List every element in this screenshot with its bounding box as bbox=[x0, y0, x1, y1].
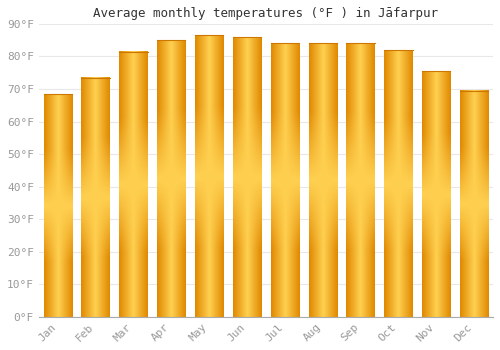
Title: Average monthly temperatures (°F ) in Jāfarpur: Average monthly temperatures (°F ) in Jā… bbox=[94, 7, 438, 20]
